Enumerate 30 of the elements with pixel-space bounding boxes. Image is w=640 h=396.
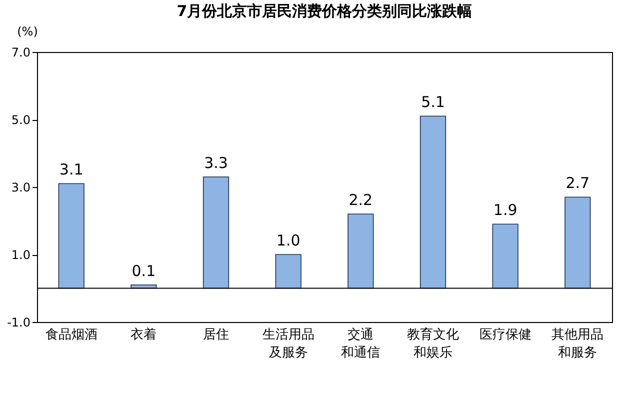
x-tick-label: 交通和通信 [341,326,380,360]
bar [202,176,230,289]
bar [275,254,302,289]
y-tick-label: 7.0 [11,46,30,60]
x-tick-label: 居住 [203,328,230,342]
data-label: 3.1 [59,160,84,179]
data-label: 3.3 [204,154,228,172]
y-tick-label: 1.0 [11,248,30,262]
x-tick-label: 其他用品和服务 [552,328,604,360]
x-tick-label: 衣着 [130,326,157,342]
bar [564,196,591,289]
bar [58,183,84,289]
chart-title: 7月份北京市居民消费价格分类别同比涨跌幅 [176,2,472,20]
data-label: 1.9 [493,201,518,220]
data-label: 2.7 [566,174,590,192]
x-tick-label: 生活用品及服务 [262,328,314,360]
y-tick-label: 3.0 [11,180,30,194]
bar [348,214,374,289]
data-label: 2.2 [348,191,373,209]
x-tick-label: 教育文化和娱乐 [406,326,459,360]
y-axis-title: (%) [17,24,38,38]
x-tick-label: 医疗保健 [479,328,532,342]
data-label: 5.1 [421,93,445,112]
bar [420,116,446,289]
data-label: 0.1 [132,262,156,280]
y-tick-label: 5.0 [11,113,30,127]
x-tick-label: 食品烟酒 [45,328,98,342]
y-tick-label: -1.0 [7,316,30,330]
data-label: 1.0 [276,232,300,250]
bar [492,224,518,289]
